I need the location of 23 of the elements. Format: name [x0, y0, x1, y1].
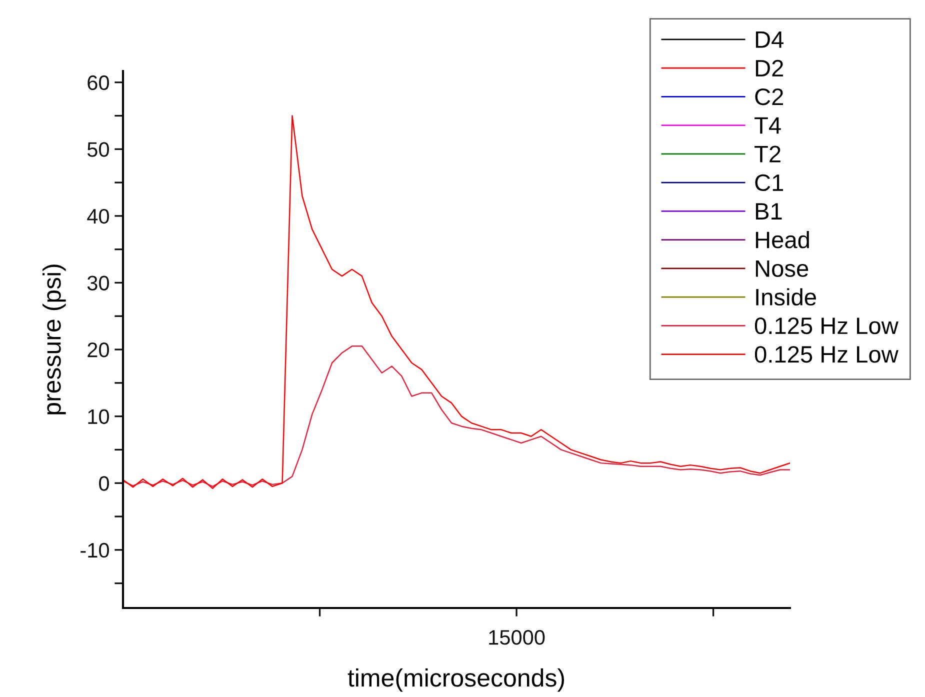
legend-label: Head: [756, 230, 809, 248]
y-tick-label: 60: [88, 75, 109, 90]
legend-label: T2: [754, 146, 780, 162]
y-tick-label: 30: [87, 276, 109, 290]
y-tick-label: 0: [99, 476, 109, 491]
legend-label: 0.125 Hz Low: [754, 317, 898, 334]
y-tick-label: 10: [88, 409, 109, 424]
text: 15000: [489, 630, 545, 645]
legend-label: 0.125 Hz Low: [754, 346, 898, 363]
legend-label: D4: [756, 31, 784, 48]
y-tick-label: -10: [80, 542, 109, 558]
y-tick-label: 40: [87, 208, 109, 224]
y-axis-title: pressure (psi): [42, 264, 66, 414]
legend-label: D2: [756, 60, 784, 76]
legend-label: B1: [756, 203, 782, 220]
legend-label: T4: [754, 117, 781, 134]
y-tick-label: 50: [87, 142, 109, 157]
legend-label: Inside: [756, 288, 816, 306]
legend-label: C1: [755, 174, 784, 192]
y-tick-label: 20: [88, 342, 109, 358]
legend-label: C2: [755, 88, 784, 106]
legend-label: Nose: [756, 260, 808, 277]
x-axis-title: time(microseconds): [348, 668, 564, 692]
